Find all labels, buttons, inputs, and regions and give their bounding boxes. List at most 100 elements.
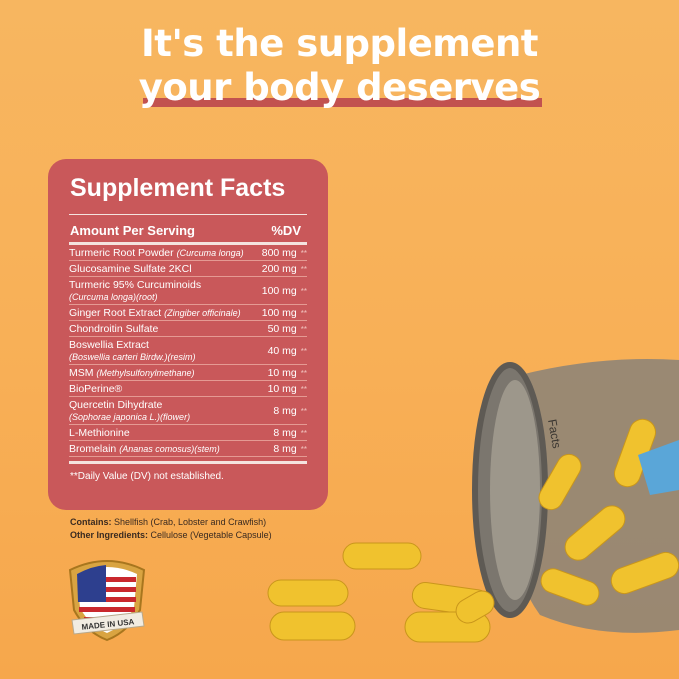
ingredient-notes: Contains: Shellfish (Crab, Lobster and C…	[70, 516, 272, 542]
ingredient-name: Turmeric Root Powder (Curcuma longa)	[69, 247, 244, 259]
ingredient-name: Chondroitin Sulfate	[69, 323, 158, 335]
capsule	[404, 611, 491, 643]
dv-value: **	[300, 286, 307, 296]
ingredient-amount: 100 mg **	[262, 285, 307, 297]
facts-row: Turmeric Root Powder (Curcuma longa) 800 …	[69, 245, 307, 261]
capsules	[267, 418, 679, 643]
amount-value: 200 mg	[261, 262, 297, 275]
ingredient-label: MSM	[69, 366, 94, 379]
jar: Facts	[472, 359, 679, 633]
headline-line-2: your body deserves	[138, 66, 543, 110]
ingredient-label: BioPerine®	[69, 382, 123, 395]
facts-row: Turmeric 95% Curcuminoids (Curcuma longa)…	[69, 277, 307, 305]
capsule	[267, 579, 349, 607]
other-ingredients-line: Other Ingredients: Cellulose (Vegetable …	[70, 529, 272, 542]
capsule	[342, 542, 422, 570]
ingredient-name: Boswellia Extract (Boswellia carteri Bird…	[69, 339, 196, 363]
ingredient-name: Glucosamine Sulfate 2KCl	[69, 263, 192, 275]
ingredient-latin: (Boswellia carteri Birdw.)(resim)	[69, 351, 196, 362]
headline-line-1: It's the supplement	[141, 22, 538, 65]
facts-row: Ginger Root Extract (Zingiber officinale…	[69, 305, 307, 321]
footnote: **Daily Value (DV) not established.	[70, 471, 224, 482]
ingredient-amount: 800 mg **	[262, 247, 307, 259]
ingredient-name: Quercetin Dihydrate (Sophorae japonica L.…	[69, 399, 190, 423]
ingredient-amount: 200 mg **	[262, 263, 307, 275]
amount-value: 8 mg	[273, 426, 297, 439]
dv-value: **	[300, 324, 307, 334]
capsule	[269, 611, 356, 641]
facts-header: Amount Per Serving %DV	[69, 223, 307, 239]
divider	[69, 214, 307, 215]
ingredient-label: Bromelain	[69, 442, 117, 455]
made-in-usa-badge: MADE IN USA	[68, 560, 146, 642]
amount-value: 10 mg	[267, 366, 297, 379]
header-dv: %DV	[271, 223, 301, 238]
capsule	[411, 582, 491, 617]
ingredient-label: Quercetin Dihydrate	[69, 398, 163, 411]
capsule	[455, 590, 495, 624]
ingredient-label: Glucosamine Sulfate 2KCl	[69, 262, 192, 275]
amount-value: 50 mg	[267, 322, 297, 335]
ingredient-latin: (Zingiber officinale)	[164, 307, 241, 318]
headline-line-2-text: your body deserves	[138, 66, 541, 109]
amount-value: 800 mg	[261, 246, 297, 259]
ingredient-label: L-Methionine	[69, 426, 130, 439]
jar-label: Facts	[545, 418, 564, 449]
dv-value: **	[300, 248, 307, 258]
ingredient-name: Bromelain (Ananas comosus)(stem)	[69, 443, 220, 455]
dv-value: **	[300, 406, 307, 416]
dv-value: **	[300, 428, 307, 438]
dv-value: **	[300, 308, 307, 318]
amount-value: 100 mg	[261, 306, 297, 319]
ingredient-name: Ginger Root Extract (Zingiber officinale…	[69, 307, 241, 319]
ingredient-latin: (Curcuma longa)	[176, 247, 244, 258]
ingredient-name: BioPerine®	[69, 383, 122, 395]
ingredient-amount: 40 mg **	[268, 345, 307, 357]
header-amount: Amount Per Serving	[70, 223, 195, 238]
divider-thick	[69, 242, 307, 245]
capsule	[538, 453, 582, 511]
ingredient-amount: 10 mg **	[268, 383, 307, 395]
dv-value: **	[300, 368, 307, 378]
facts-row: Quercetin Dihydrate (Sophorae japonica L.…	[69, 397, 307, 425]
facts-row: BioPerine® 10 mg **	[69, 381, 307, 397]
ingredient-latin: (Methylsulfonylmethane)	[96, 367, 195, 378]
facts-rows: Turmeric Root Powder (Curcuma longa) 800 …	[69, 245, 307, 457]
facts-row: Glucosamine Sulfate 2KCl 200 mg **	[69, 261, 307, 277]
amount-value: 8 mg	[273, 404, 297, 417]
ingredient-name: MSM (Methylsulfonylmethane)	[69, 367, 194, 379]
ingredient-latin: (Sophorae japonica L.)(flower)	[69, 411, 191, 422]
facts-row: L-Methionine 8 mg **	[69, 425, 307, 441]
capsule	[613, 418, 657, 488]
facts-row: Boswellia Extract (Boswellia carteri Bird…	[69, 337, 307, 365]
ingredient-label: Boswellia Extract	[69, 338, 149, 351]
other-value: Cellulose (Vegetable Capsule)	[150, 530, 272, 540]
facts-row: Chondroitin Sulfate 50 mg **	[69, 321, 307, 337]
ingredient-label: Ginger Root Extract	[69, 306, 162, 319]
dv-value: **	[300, 444, 307, 454]
contains-value: Shellfish (Crab, Lobster and Crawfish)	[114, 517, 267, 527]
facts-row: MSM (Methylsulfonylmethane) 10 mg **	[69, 365, 307, 381]
contains-line: Contains: Shellfish (Crab, Lobster and C…	[70, 516, 272, 529]
ingredient-amount: 10 mg **	[268, 367, 307, 379]
other-label: Other Ingredients:	[70, 530, 149, 540]
ingredient-label: Turmeric 95% Curcuminoids	[69, 278, 202, 291]
ingredient-amount: 100 mg **	[262, 307, 307, 319]
ingredient-label: Chondroitin Sulfate	[69, 322, 159, 335]
ingredient-name: Turmeric 95% Curcuminoids (Curcuma longa)…	[69, 279, 201, 303]
amount-value: 100 mg	[261, 284, 297, 297]
dv-value: **	[300, 346, 307, 356]
facts-title: Supplement Facts	[70, 174, 286, 202]
ingredient-name: L-Methionine	[69, 427, 130, 439]
ingredient-amount: 8 mg **	[273, 443, 307, 455]
ingredient-latin: (Ananas comosus)(stem)	[119, 443, 220, 454]
ingredient-amount: 8 mg **	[273, 405, 307, 417]
headline: It's the supplement your body deserves	[0, 22, 679, 110]
facts-row: Bromelain (Ananas comosus)(stem) 8 mg **	[69, 441, 307, 457]
ingredient-label: Turmeric Root Powder	[69, 246, 174, 259]
amount-value: 40 mg	[267, 344, 297, 357]
capsule	[540, 568, 600, 606]
jar-logo	[638, 440, 679, 495]
dv-value: **	[300, 264, 307, 274]
contains-label: Contains:	[70, 517, 112, 527]
